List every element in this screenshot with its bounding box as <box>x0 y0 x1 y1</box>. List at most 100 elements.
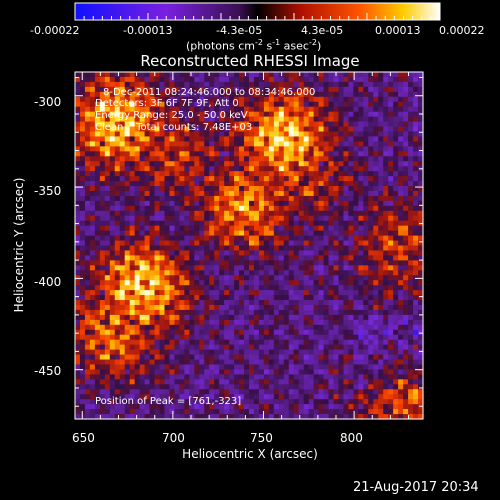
heatmap-cell <box>333 309 340 316</box>
heatmap-cell <box>124 384 131 390</box>
heatmap-cell <box>298 171 305 177</box>
heatmap-cell <box>169 86 176 93</box>
heatmap-cell <box>258 314 265 321</box>
heatmap-cell <box>89 86 96 93</box>
heatmap-cell <box>418 156 424 162</box>
heatmap-cell <box>219 314 225 321</box>
heatmap-cell <box>308 205 315 212</box>
heatmap-cell <box>353 285 359 291</box>
heatmap-cell <box>119 245 126 252</box>
heatmap-cell <box>328 260 335 266</box>
heatmap-cell <box>333 255 340 261</box>
heatmap-cell <box>298 136 305 142</box>
heatmap-cell <box>144 111 151 118</box>
heatmap-cell <box>348 270 354 276</box>
heatmap-cell <box>328 309 335 316</box>
heatmap-cell <box>109 354 116 361</box>
heatmap-cell <box>258 245 265 252</box>
heatmap-cell <box>343 176 350 182</box>
heatmap-cell <box>124 404 131 410</box>
heatmap-cell <box>124 319 131 326</box>
heatmap-cell <box>293 91 300 98</box>
heatmap-cell <box>418 116 424 123</box>
heatmap-cell <box>363 260 369 266</box>
heatmap-cell <box>383 215 389 222</box>
heatmap-cell <box>169 314 176 321</box>
heatmap-cell <box>109 339 116 346</box>
heatmap-cell <box>388 106 394 113</box>
heatmap-cell <box>268 384 275 390</box>
heatmap-cell <box>408 210 414 217</box>
heatmap-cell <box>273 334 280 341</box>
heatmap-cell <box>343 146 350 152</box>
heatmap-cell <box>84 146 91 152</box>
heatmap-cell <box>333 240 340 247</box>
heatmap-cell <box>154 324 161 331</box>
heatmap-cell <box>79 290 86 296</box>
heatmap-cell <box>293 181 300 187</box>
heatmap-cell <box>348 116 354 123</box>
heatmap-cell <box>398 141 404 147</box>
heatmap-cell <box>268 304 275 311</box>
heatmap-cell <box>298 394 305 400</box>
heatmap-cell <box>239 81 245 88</box>
heatmap-cell <box>149 260 156 266</box>
heatmap-cell <box>99 364 106 371</box>
heatmap-cell <box>298 210 305 217</box>
heatmap-cell <box>189 205 195 212</box>
heatmap-cell <box>268 101 275 108</box>
heatmap-cell <box>229 190 235 197</box>
heatmap-cell <box>358 290 364 296</box>
heatmap-cell <box>159 195 166 202</box>
heatmap-cell <box>373 215 379 222</box>
heatmap-cell <box>358 161 364 167</box>
heatmap-cell <box>139 304 146 311</box>
heatmap-cell <box>154 171 161 177</box>
heatmap-cell <box>149 240 156 247</box>
heatmap-cell <box>124 166 131 172</box>
heatmap-cell <box>109 126 116 133</box>
heatmap-cell <box>303 354 310 361</box>
heatmap-cell <box>219 275 225 281</box>
heatmap-cell <box>333 364 340 371</box>
heatmap-cell <box>229 225 235 232</box>
heatmap-cell <box>244 126 250 133</box>
heatmap-cell <box>358 260 364 266</box>
heatmap-cell <box>263 344 270 351</box>
heatmap-cell <box>154 255 161 261</box>
heatmap-cell <box>234 404 240 410</box>
heatmap-cell <box>174 414 180 420</box>
heatmap-cell <box>179 76 185 83</box>
heatmap-cell <box>219 344 225 351</box>
heatmap-cell <box>413 146 419 152</box>
heatmap-cell <box>219 414 225 420</box>
heatmap-cell <box>398 374 404 380</box>
heatmap-cell <box>298 309 305 316</box>
heatmap-cell <box>353 76 359 83</box>
heatmap-cell <box>104 270 111 276</box>
heatmap-cell <box>224 409 230 415</box>
heatmap-cell <box>308 414 315 420</box>
heatmap-cell <box>393 81 399 88</box>
heatmap-cell <box>338 304 345 311</box>
heatmap-cell <box>273 72 280 78</box>
heatmap-cell <box>278 116 285 123</box>
heatmap-cell <box>139 166 146 172</box>
heatmap-cell <box>89 136 96 142</box>
heatmap-cell <box>169 72 176 78</box>
heatmap-cell <box>244 195 250 202</box>
heatmap-cell <box>124 126 131 133</box>
heatmap-cell <box>318 161 325 167</box>
heatmap-cell <box>229 260 235 266</box>
heatmap-cell <box>273 116 280 123</box>
heatmap-cell <box>194 319 200 326</box>
heatmap-cell <box>353 215 359 222</box>
heatmap-cell <box>164 215 171 222</box>
heatmap-cell <box>408 324 414 331</box>
heatmap-cell <box>313 285 320 291</box>
heatmap-cell <box>348 131 354 138</box>
heatmap-cell <box>109 136 116 142</box>
heatmap-cell <box>263 146 270 152</box>
heatmap-cell <box>234 275 240 281</box>
heatmap-cell <box>263 72 270 78</box>
